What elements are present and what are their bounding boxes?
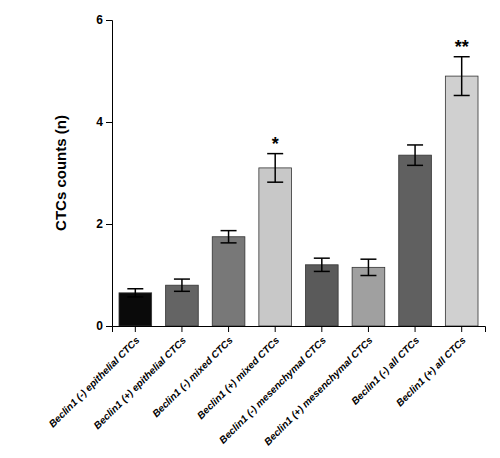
error-bar-cap: [221, 230, 237, 232]
x-tick-label: Beclin1 (+) mixed CTCs: [195, 334, 282, 421]
error-bar-line: [461, 57, 463, 96]
bar: [212, 237, 245, 326]
x-tick-mark: [321, 326, 322, 332]
bar: [259, 168, 292, 326]
x-tick-mark: [275, 326, 276, 332]
bar: [352, 267, 385, 326]
x-tick-label: Beclin1 (-) epithelial CTCs: [47, 334, 142, 429]
y-axis: 0 2 4 6: [96, 13, 112, 333]
y-tick: 2: [96, 217, 112, 231]
error-bar-cap: [314, 257, 330, 259]
bar: [399, 155, 432, 326]
bar: [445, 76, 478, 326]
y-axis-line: [106, 21, 113, 327]
bar: [305, 265, 338, 326]
error-bar-cap: [267, 181, 283, 183]
y-tick: 6: [96, 13, 112, 27]
x-tick-mark: [228, 326, 229, 332]
x-tick: Beclin1 (-) mixed CTCs: [150, 326, 235, 419]
y-tick-mark: [106, 122, 112, 123]
y-tick-mark: [106, 224, 112, 225]
x-axis: Beclin1 (-) epithelial CTCsBeclin1 (+) e…: [47, 326, 486, 447]
x-tick-mark: [135, 326, 136, 332]
x-tick-mark: [415, 326, 416, 332]
x-tick-label: Beclin1 (-) mixed CTCs: [150, 334, 235, 419]
error-bar-cap: [360, 258, 376, 260]
error-bar-line: [181, 279, 183, 291]
y-tick: 0: [96, 319, 112, 333]
x-tick: Beclin1 (+) mesenchymal CTCs: [262, 326, 375, 447]
x-tick: Beclin1 (+) epithelial CTCs: [91, 326, 188, 431]
error-bar-line: [414, 145, 416, 165]
annotation: *: [272, 134, 279, 154]
error-bar-line: [135, 289, 137, 297]
y-axis-title: CTCs counts (n): [52, 115, 69, 231]
error-bar: [454, 57, 470, 96]
y-tick-label: 0: [96, 319, 103, 333]
error-bar-cap: [407, 144, 423, 146]
error-bar: [314, 258, 330, 271]
x-tick: Beclin1 (+) mixed CTCs: [195, 326, 282, 421]
error-bar: [267, 154, 283, 183]
x-tick-label: Beclin1 (+) epithelial CTCs: [91, 334, 188, 431]
error-bar-cap: [407, 165, 423, 167]
x-tick-mark: [461, 326, 462, 332]
marks: [119, 57, 478, 326]
error-bar-cap: [127, 296, 143, 298]
y-tick-label: 4: [96, 115, 103, 129]
annotations: ***: [272, 37, 469, 154]
error-bar-cap: [174, 291, 190, 293]
error-bar-cap: [360, 275, 376, 277]
y-tick-label: 6: [96, 13, 103, 27]
y-tick-label: 2: [96, 217, 103, 231]
error-bar-cap: [314, 271, 330, 273]
x-tick: Beclin1 (-) epithelial CTCs: [47, 326, 142, 429]
error-bar-cap: [174, 278, 190, 280]
error-bar-cap: [454, 95, 470, 97]
y-tick: 4: [96, 115, 112, 129]
plot: 0246Beclin1 (-) epithelial CTCsBeclin1 (…: [47, 13, 486, 447]
error-bar-line: [228, 231, 230, 243]
x-tick-label: Beclin1 (+) all CTCs: [394, 334, 468, 408]
chart: 0246Beclin1 (-) epithelial CTCsBeclin1 (…: [0, 0, 500, 458]
error-bar-line: [321, 258, 323, 271]
error-bar-line: [368, 259, 370, 275]
error-bar: [407, 145, 423, 165]
x-tick-mark: [181, 326, 182, 332]
x-tick: Beclin1 (+) all CTCs: [394, 326, 468, 408]
annotation: **: [455, 37, 469, 57]
y-tick-mark: [106, 20, 112, 21]
y-tick-mark: [106, 326, 112, 327]
error-bar-cap: [221, 242, 237, 244]
x-axis-line: [113, 327, 486, 333]
error-bar-line: [274, 154, 276, 183]
x-tick-mark: [368, 326, 369, 332]
error-bar: [174, 279, 190, 291]
error-bar: [221, 231, 237, 243]
bar: [166, 285, 199, 326]
bar: [119, 293, 152, 326]
error-bar: [127, 289, 143, 297]
error-bar: [360, 259, 376, 275]
error-bar-cap: [127, 288, 143, 290]
